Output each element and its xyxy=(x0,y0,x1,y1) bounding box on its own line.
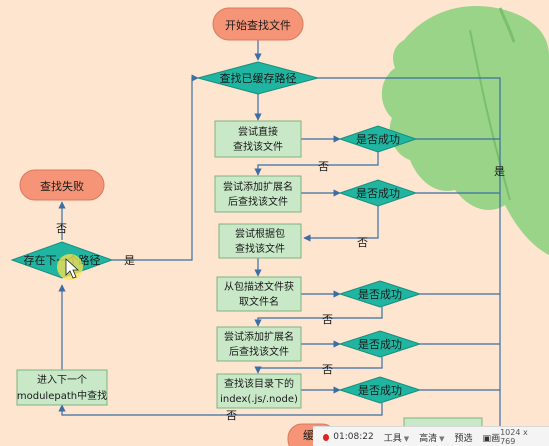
edge-label-no-d5: 否 xyxy=(226,409,237,422)
start-label: 开始查找文件 xyxy=(225,18,291,32)
edge-label-no-d2: 否 xyxy=(357,236,368,249)
decision-4: 是否成功 xyxy=(338,330,422,358)
process-try-pkg: 尝试根据包 查找该文件 xyxy=(218,223,302,259)
try-direct-line1: 尝试直接 xyxy=(238,125,278,138)
next-mp-line2: modulepath中查找 xyxy=(17,389,107,402)
screen-icon: ▣ xyxy=(482,433,492,444)
connectors xyxy=(58,40,501,440)
playback-time: 01:08:22 xyxy=(333,432,374,442)
process-from-pkg: 从包描述文件获 取文件名 xyxy=(216,276,302,312)
record-dot-icon xyxy=(323,433,330,441)
start-terminal: 开始查找文件 xyxy=(212,7,304,41)
edge-label-yes-right: 是 xyxy=(494,165,505,178)
decision-4-label: 是否成功 xyxy=(358,338,402,351)
try-ext2-line1: 尝试添加扩展名 xyxy=(224,330,294,343)
chevron-down-icon: ▼ xyxy=(403,434,410,443)
decision-2: 是否成功 xyxy=(338,179,418,207)
quality-label: 高清 xyxy=(419,433,438,444)
decision-1-label: 是否成功 xyxy=(356,133,400,146)
fail-terminal: 查找失败 xyxy=(19,169,105,201)
fail-label: 查找失败 xyxy=(40,179,84,193)
try-ext-line2: 后查找该文件 xyxy=(228,195,288,208)
quality-menu[interactable]: 高清 ▼ xyxy=(419,431,444,444)
decision-3: 是否成功 xyxy=(338,280,422,308)
try-ext-line1: 尝试添加扩展名 xyxy=(223,180,293,193)
process-next-modulepath: 进入下一个 modulepath中查找 xyxy=(16,369,108,406)
decision-1: 是否成功 xyxy=(338,125,418,153)
try-pkg-line1: 尝试根据包 xyxy=(235,227,285,240)
find-index-line2: index(.js/.node) xyxy=(220,394,298,405)
tools-label: 工具 xyxy=(383,433,402,444)
process-find-index: 查找该目录下的 index(.js/.node) xyxy=(216,373,302,409)
from-pkg-line1: 从包描述文件获 xyxy=(224,280,294,293)
process-try-direct: 尝试直接 查找该文件 xyxy=(214,120,302,158)
edge-label-yes-hasnext: 是 xyxy=(124,254,135,267)
from-pkg-line2: 取文件名 xyxy=(239,295,279,308)
try-ext2-line2: 后查找该文件 xyxy=(229,345,289,358)
resolution-readout: 1024 x 769 xyxy=(500,428,528,446)
next-mp-line1: 进入下一个 xyxy=(37,374,87,386)
preview-button[interactable]: 预选 xyxy=(454,433,473,444)
decision-3-label: 是否成功 xyxy=(358,288,402,301)
cursor-highlight xyxy=(57,254,83,280)
process-try-ext: 尝试添加扩展名 后查找该文件 xyxy=(214,175,302,213)
edge-label-no-d1: 否 xyxy=(318,160,329,173)
fullscreen-label: 画 xyxy=(491,433,501,444)
edge-label-no-d4: 否 xyxy=(322,363,333,376)
try-pkg-line2: 查找该文件 xyxy=(235,242,285,255)
leaf-decoration xyxy=(381,5,549,255)
cached-path-decision: 查找已缓存路径 xyxy=(196,61,320,95)
decision-2-label: 是否成功 xyxy=(356,187,400,200)
try-direct-line2: 查找该文件 xyxy=(233,140,283,153)
decision-5: 是否成功 xyxy=(338,376,422,404)
video-player-bar: 01:08:22 工具 ▼ 高清 ▼ 预选 ▣画 1024 x 769 xyxy=(313,426,549,446)
decision-5-label: 是否成功 xyxy=(358,384,402,397)
process-try-ext2: 尝试添加扩展名 后查找该文件 xyxy=(216,326,302,362)
tools-menu[interactable]: 工具 ▼ xyxy=(384,431,409,444)
edge-label-no-hasnext: 否 xyxy=(56,222,67,235)
cached-label: 查找已缓存路径 xyxy=(220,71,297,85)
fullscreen-button[interactable]: ▣画 xyxy=(483,431,501,444)
edge-label-no-d3: 否 xyxy=(322,313,333,326)
chevron-down-icon: ▼ xyxy=(439,434,445,443)
edge-labels: 是 否 否 否 否 否 否 是 xyxy=(56,160,505,422)
find-index-line1: 查找该目录下的 xyxy=(224,377,294,390)
